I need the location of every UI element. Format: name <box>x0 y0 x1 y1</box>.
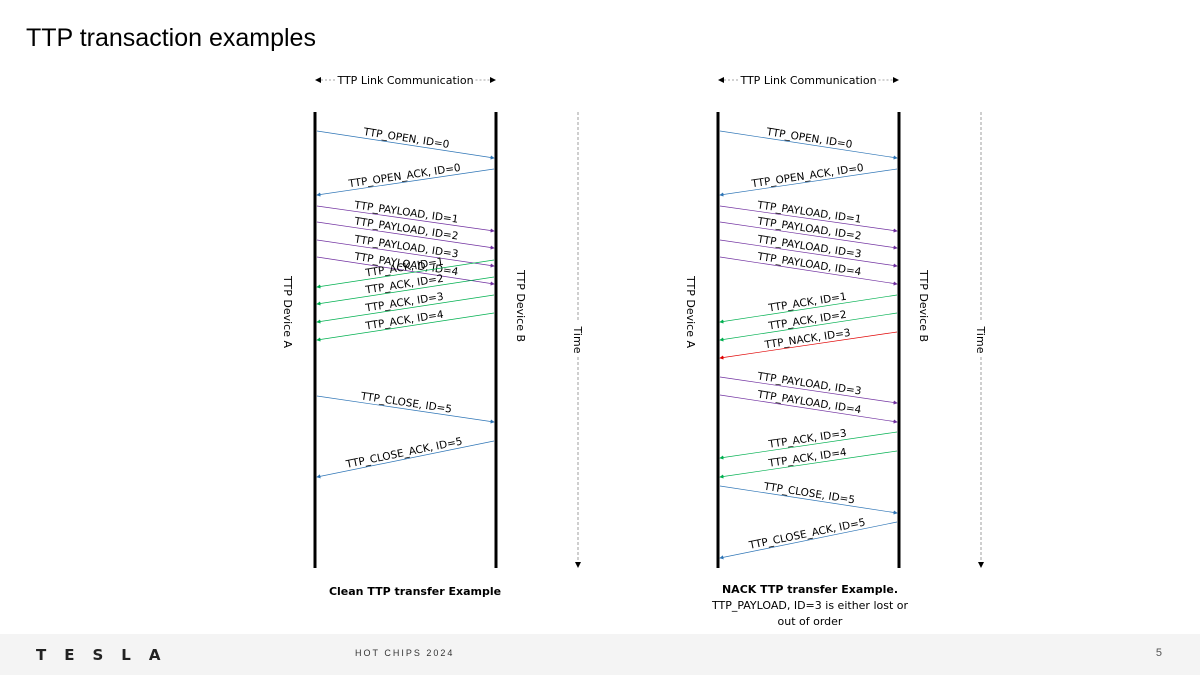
diagram-clean: TTP Link Communication TTP Device A TTP De… <box>281 74 584 568</box>
message-arrow <box>719 239 898 268</box>
device-b-label: TTP Device B <box>514 269 527 342</box>
message-arrow <box>316 440 495 479</box>
slide-title: TTP transaction examples <box>26 24 316 52</box>
message-arrow <box>719 256 898 286</box>
message-label: TTP_OPEN_ACK, ID=0 <box>750 162 865 190</box>
tesla-logo: TESLA <box>36 646 179 664</box>
time-label-bg <box>975 322 987 356</box>
message-label: TTP_OPEN_ACK, ID=0 <box>347 162 462 190</box>
message-arrow <box>316 395 495 424</box>
header-label: TTP Link Communication <box>336 74 473 87</box>
footer: TESLA HOT CHIPS 2024 5 <box>0 634 1200 675</box>
message-arrow <box>719 376 898 405</box>
caption-nack-line-2: out of order <box>777 615 843 628</box>
message-label: TTP_CLOSE_ACK, ID=5 <box>344 435 463 471</box>
header-arrowhead-left <box>718 77 724 83</box>
message-label: TTP_ACK, ID=4 <box>767 446 848 470</box>
device-b-label: TTP Device B <box>917 269 930 342</box>
time-axis-arrowhead <box>575 562 581 568</box>
message-arrow <box>316 256 495 286</box>
caption-nack-title: NACK TTP transfer Example. <box>721 583 899 596</box>
message-arrow <box>719 168 898 197</box>
header-arrowhead-left <box>315 77 321 83</box>
message-arrow <box>719 521 898 560</box>
message-arrow <box>316 294 495 324</box>
message-arrow <box>719 450 898 479</box>
time-label: Time <box>974 326 987 354</box>
message-label: TTP_CLOSE, ID=5 <box>762 481 856 507</box>
header-arrowhead-right <box>490 77 496 83</box>
diagram-nack: TTP Link Communication TTP Device A TTP De… <box>684 74 987 568</box>
time-axis-arrowhead <box>978 562 984 568</box>
message-label: TTP_OPEN, ID=0 <box>362 126 450 151</box>
sequence-diagrams: TTP Link Communication TTP Device A TTP De… <box>281 74 987 568</box>
page-number: 5 <box>1155 647 1162 659</box>
message-arrow <box>719 221 898 250</box>
message-arrow <box>719 130 898 160</box>
message-arrow <box>316 312 495 342</box>
time-label-bg <box>572 322 584 356</box>
caption-nack: NACK TTP transfer Example. TTP_PAYLOAD, … <box>690 582 930 630</box>
message-arrow <box>719 205 898 233</box>
message-arrow <box>316 239 495 268</box>
message-label: TTP_CLOSE, ID=5 <box>359 390 453 415</box>
message-arrow <box>316 221 495 250</box>
caption-clean-title: Clean TTP transfer Example <box>328 585 502 598</box>
message-arrow <box>719 294 898 324</box>
message-arrow <box>316 276 495 306</box>
event-name: HOT CHIPS 2024 <box>355 648 455 658</box>
caption-nack-line-1: TTP_PAYLOAD, ID=3 is either lost or <box>711 599 909 612</box>
message-arrow <box>719 485 898 515</box>
header-label: TTP Link Communication <box>739 74 876 87</box>
message-arrow <box>719 312 898 342</box>
message-arrow <box>719 394 898 424</box>
device-a-label: TTP Device A <box>684 275 697 348</box>
time-label: Time <box>571 326 584 354</box>
message-arrow <box>719 431 898 460</box>
message-arrow <box>719 331 898 360</box>
caption-clean: Clean TTP transfer Example <box>300 584 530 600</box>
message-arrow <box>316 168 495 197</box>
header-arrowhead-right <box>893 77 899 83</box>
message-arrow <box>316 259 495 289</box>
message-label: TTP_OPEN, ID=0 <box>765 126 853 151</box>
message-arrow <box>316 205 495 233</box>
message-label: TTP_CLOSE_ACK, ID=5 <box>747 516 866 552</box>
device-a-label: TTP Device A <box>281 275 294 348</box>
message-arrow <box>316 130 495 160</box>
